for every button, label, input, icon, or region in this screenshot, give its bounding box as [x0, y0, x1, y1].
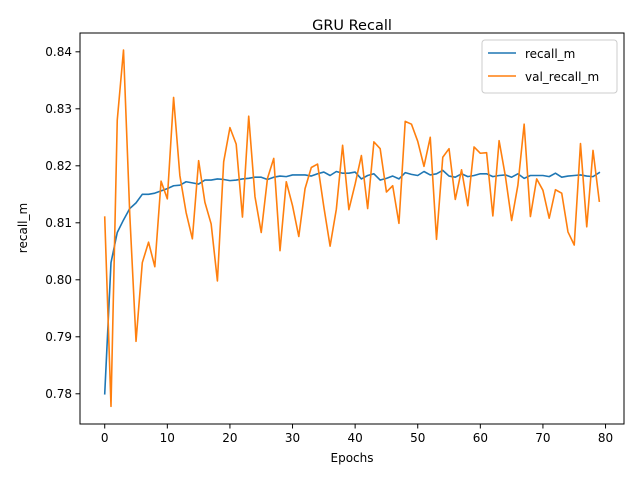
x-tick-label: 80 [598, 431, 613, 445]
series-group [103, 49, 601, 408]
x-tick-label: 30 [285, 431, 300, 445]
y-tick-label: 0.78 [45, 387, 72, 401]
x-tick-label: 60 [473, 431, 488, 445]
y-tick-label: 0.81 [45, 216, 72, 230]
y-tick-label: 0.82 [45, 159, 72, 173]
y-axis-label: recall_m [16, 203, 30, 253]
series-line-val-recall-m [103, 49, 601, 408]
legend: recall_m val_recall_m [481, 39, 618, 94]
series-line-recall-m [103, 169, 601, 395]
x-tick-label: 20 [222, 431, 237, 445]
legend-label-recall-m: recall_m [525, 47, 575, 61]
chart-title: GRU Recall [312, 18, 392, 34]
plot-frame [79, 32, 625, 425]
y-tick-label: 0.84 [45, 45, 72, 59]
x-axis-label: Epochs [331, 451, 374, 465]
y-tick-label: 0.80 [45, 273, 72, 287]
legend-label-val-recall-m: val_recall_m [525, 70, 599, 84]
plot-area [79, 32, 625, 425]
y-axis: 0.78 0.79 0.80 0.81 0.82 0.83 0.84 [45, 45, 80, 401]
x-axis: 0 10 20 30 40 50 60 70 80 [101, 424, 613, 445]
x-tick-label: 10 [160, 431, 175, 445]
y-tick-label: 0.79 [45, 330, 72, 344]
x-tick-label: 70 [535, 431, 550, 445]
x-tick-label: 0 [101, 431, 109, 445]
y-tick-label: 0.83 [45, 102, 72, 116]
x-tick-label: 40 [347, 431, 362, 445]
x-tick-label: 50 [410, 431, 425, 445]
